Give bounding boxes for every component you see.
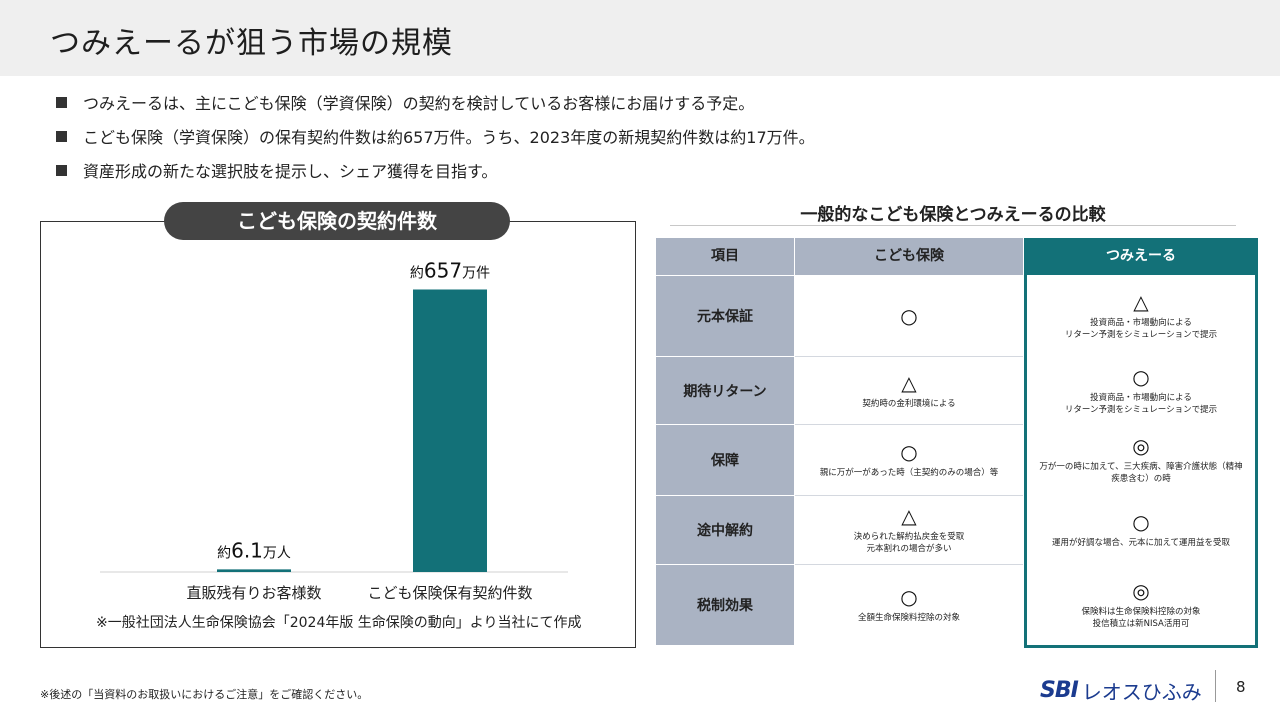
cell-note: 決められた解約払戻金を受取 元本割れの場合が多い: [853, 532, 965, 554]
cell-note: 全額生命保険料控除の対象: [857, 613, 960, 623]
footer-divider: [1215, 670, 1216, 702]
row-divider: [795, 356, 1023, 357]
chart-frame: [40, 221, 636, 648]
cell-tsumi: ○ 運用が好調な場合、元本に加えて運用益を受取: [1027, 496, 1255, 564]
page-number: 8: [1236, 678, 1246, 696]
cell-kodomo: ○ 全額生命保険料控除の対象: [795, 565, 1023, 645]
header-item: 項目: [656, 238, 794, 275]
bullet-item: 資産形成の新たな選択肢を提示し、シェア獲得を目指す。: [56, 160, 815, 194]
row-label: 保障: [656, 425, 794, 495]
comparison-title-rule: [670, 225, 1236, 226]
row-divider: [795, 495, 1023, 496]
row-divider: [795, 564, 1023, 565]
logo-sbi: SBI: [1040, 677, 1079, 703]
source-note: ※一般社団法人生命保険協会「2024年版 生命保険の動向」より当社にて作成: [96, 615, 582, 631]
header-kodomo: こども保険: [795, 238, 1023, 275]
row-divider: [795, 424, 1023, 425]
cell-kodomo: ○: [795, 276, 1023, 356]
chart-title-pill: こども保険の契約件数: [164, 202, 510, 240]
data-label-1: 約657万件: [410, 258, 490, 282]
title-bar: つみえーるが狙う市場の規模: [0, 0, 1280, 76]
rating-symbol: △: [901, 504, 917, 528]
footer-note: ※後述の「当資料のお取扱いにおけるご注意」をご確認ください。: [40, 688, 369, 701]
rating-symbol: △: [901, 370, 917, 395]
cell-kodomo: ○ 親に万が一があった時（主契約のみの場合）等: [795, 425, 1023, 495]
row-label: 元本保証: [656, 276, 794, 356]
cell-note: 万が一の時に加えて、三大疾病、障害介護状態（精神 疾患含む）の時: [1039, 462, 1243, 484]
rating-symbol: ○: [1132, 510, 1150, 534]
row-label: 途中解約: [656, 496, 794, 564]
category-label-0: 直販残有りお客様数: [186, 584, 321, 602]
page-title: つみえーるが狙う市場の規模: [50, 26, 453, 61]
cell-note: 契約時の金利環境による: [862, 398, 956, 409]
tsumi-column-frame: [1024, 238, 1258, 648]
row-label: 期待リターン: [656, 357, 794, 424]
rating-symbol: ○: [900, 585, 918, 609]
logo-name: レオスひふみ: [1081, 679, 1202, 704]
cell-kodomo: △ 契約時の金利環境による: [795, 357, 1023, 424]
rating-symbol: ◎: [1132, 579, 1150, 603]
rating-symbol: △: [1133, 290, 1149, 314]
cell-note: 運用が好調な場合、元本に加えて運用益を受取: [1051, 538, 1231, 548]
cell-tsumi: ○ 投資商品・市場動向による リターン予測をシミュレーションで提示: [1027, 357, 1255, 424]
rating-symbol: ○: [900, 440, 918, 464]
cell-note: 投資商品・市場動向による リターン予測をシミュレーションで提示: [1064, 318, 1218, 340]
row-label: 税制効果: [656, 565, 794, 645]
company-logo: SBI レオスひふみ: [1040, 674, 1202, 706]
cell-tsumi: ◎ 万が一の時に加えて、三大疾病、障害介護状態（精神 疾患含む）の時: [1027, 425, 1255, 495]
bullet-item: こども保険（学資保険）の保有契約件数は約657万件。うち、2023年度の新規契約…: [56, 126, 815, 160]
square-bullet-icon: [56, 97, 67, 108]
bullet-list: つみえーるは、主にこども保険（学資保険）の契約を検討しているお客様にお届けする予…: [56, 92, 815, 194]
rating-symbol: ◎: [1132, 434, 1150, 458]
cell-tsumi: ◎ 保険料は生命保険料控除の対象 投信積立は新NISA活用可: [1027, 565, 1255, 645]
square-bullet-icon: [56, 165, 67, 176]
square-bullet-icon: [56, 131, 67, 142]
data-label-0: 約6.1万人: [217, 538, 291, 562]
cell-note: 保険料は生命保険料控除の対象 投信積立は新NISA活用可: [1081, 607, 1201, 629]
cell-tsumi: △ 投資商品・市場動向による リターン予測をシミュレーションで提示: [1027, 276, 1255, 356]
header-tsumi: つみえーる: [1024, 238, 1258, 275]
cell-kodomo: △ 決められた解約払戻金を受取 元本割れの場合が多い: [795, 496, 1023, 564]
rating-symbol: ○: [1132, 364, 1150, 389]
cell-note: 投資商品・市場動向による リターン予測をシミュレーションで提示: [1064, 392, 1218, 415]
category-label-1: こども保険保有契約件数: [367, 584, 532, 602]
rating-symbol: ○: [900, 304, 918, 328]
bar-1: [413, 289, 487, 572]
cell-note: 親に万が一があった時（主契約のみの場合）等: [819, 468, 999, 478]
bullet-item: つみえーるは、主にこども保険（学資保険）の契約を検討しているお客様にお届けする予…: [56, 92, 815, 126]
bar-0: [217, 569, 291, 572]
comparison-title: 一般的なこども保険とつみえーるの比較: [800, 205, 1106, 225]
